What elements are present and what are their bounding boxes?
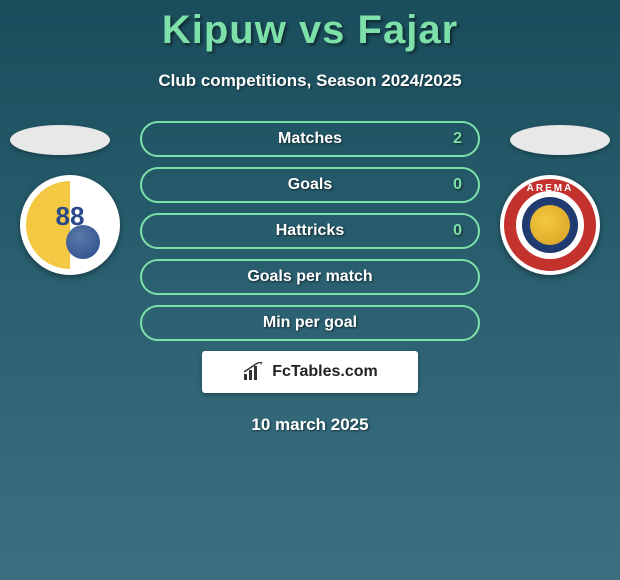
arema-center xyxy=(522,197,578,253)
stats-container: Matches 2 Goals 0 Hattricks 0 Goals per … xyxy=(140,121,480,341)
subtitle: Club competitions, Season 2024/2025 xyxy=(0,71,620,91)
stat-row-hattricks: Hattricks 0 xyxy=(140,213,480,249)
chart-icon xyxy=(242,362,266,382)
lion-icon xyxy=(530,205,570,245)
left-logo-inner: 88 xyxy=(26,181,114,269)
stat-row-goals-per-match: Goals per match xyxy=(140,259,480,295)
page-title: Kipuw vs Fajar xyxy=(0,0,620,53)
stat-row-goals: Goals 0 xyxy=(140,167,480,203)
stat-label: Matches xyxy=(278,130,342,148)
soccer-ball-icon xyxy=(66,225,100,259)
right-logo-inner: AREMA xyxy=(504,179,596,271)
stat-value: 2 xyxy=(453,130,462,148)
left-ellipse-decoration xyxy=(10,125,110,155)
stat-value: 0 xyxy=(453,222,462,240)
attribution-text: FcTables.com xyxy=(272,363,378,381)
stat-label: Hattricks xyxy=(276,222,344,240)
stat-row-matches: Matches 2 xyxy=(140,121,480,157)
attribution-badge: FcTables.com xyxy=(202,351,418,393)
right-team-logo: AREMA xyxy=(500,175,600,275)
left-team-logo: 88 xyxy=(20,175,120,275)
stat-label: Min per goal xyxy=(263,314,357,332)
stat-row-min-per-goal: Min per goal xyxy=(140,305,480,341)
arema-text: AREMA xyxy=(504,183,596,194)
stat-value: 0 xyxy=(453,176,462,194)
date-label: 10 march 2025 xyxy=(0,415,620,435)
right-ellipse-decoration xyxy=(510,125,610,155)
stat-label: Goals per match xyxy=(247,268,372,286)
stat-label: Goals xyxy=(288,176,332,194)
